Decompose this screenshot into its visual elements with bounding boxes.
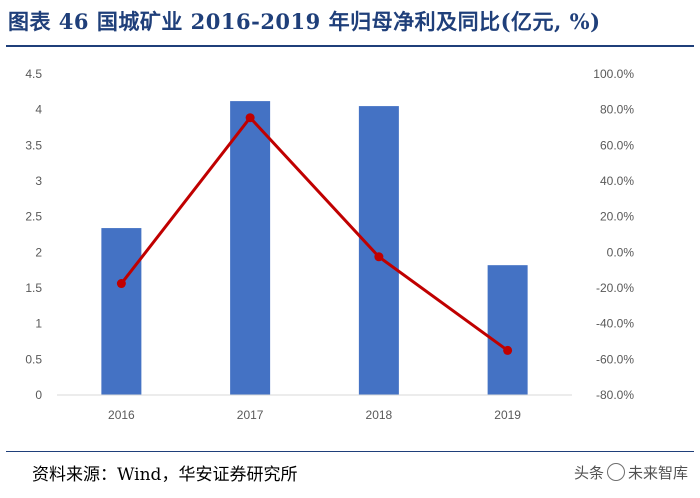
footer-divider bbox=[6, 451, 694, 452]
left-tick-label: 3 bbox=[35, 174, 42, 188]
right-tick-label: 40.0% bbox=[600, 174, 634, 188]
source-note: 资料来源：Wind，华安证券研究所 bbox=[32, 465, 298, 485]
right-tick-label: -60.0% bbox=[596, 352, 634, 366]
yoy-point-2019 bbox=[503, 345, 513, 355]
right-tick-label: 20.0% bbox=[600, 210, 634, 224]
yoy-points bbox=[116, 113, 513, 355]
left-tick-label: 4 bbox=[35, 103, 42, 117]
bar-2019 bbox=[487, 265, 528, 395]
x-axis-ticks: 2016 2017 2018 2019 bbox=[108, 408, 521, 422]
x-tick-label: 2019 bbox=[494, 408, 521, 422]
right-tick-label: -20.0% bbox=[596, 281, 634, 295]
left-tick-label: 0.5 bbox=[25, 352, 42, 366]
right-tick-label: 100.0% bbox=[593, 67, 634, 81]
right-tick-label: 60.0% bbox=[600, 138, 634, 152]
left-axis-ticks: 0 0.5 1 1.5 2 2.5 3 3.5 4 4.5 bbox=[25, 67, 42, 402]
chart: 00.511.522.533.544.5 -80.0%-60.0%-40.0%-… bbox=[25, 67, 634, 422]
watermark-text: 未来智库 bbox=[627, 464, 688, 482]
yoy-line bbox=[120, 116, 509, 352]
right-tick-label: 80.0% bbox=[600, 103, 634, 117]
bar-2018 bbox=[358, 106, 399, 395]
bar-2017 bbox=[230, 101, 271, 396]
left-tick-label: 3.5 bbox=[25, 138, 42, 152]
left-tick-label: 1.5 bbox=[25, 281, 42, 295]
watermark: 头条 未来智库 bbox=[574, 462, 688, 483]
x-tick-label: 2016 bbox=[108, 408, 135, 422]
x-tick-label: 2017 bbox=[237, 408, 264, 422]
right-tick-label: -80.0% bbox=[596, 388, 634, 402]
yoy-point-2017 bbox=[245, 113, 255, 123]
yoy-point-2018 bbox=[374, 252, 384, 262]
x-tick-label: 2018 bbox=[366, 408, 393, 422]
chart-title: 图表 46 国城矿业 2016-2019 年归母净利及同比(亿元, %) bbox=[8, 9, 601, 34]
left-tick-label: 0 bbox=[35, 388, 42, 402]
watermark-prefix: 头条 bbox=[573, 464, 604, 482]
right-tick-label: -40.0% bbox=[596, 317, 634, 331]
bar-series bbox=[101, 101, 528, 396]
title-divider bbox=[6, 45, 694, 47]
left-tick-label: 2 bbox=[35, 245, 42, 259]
right-axis-ticks: -80.0% -60.0% -40.0% -20.0% 0.0% 20.0% 40.0% 60… bbox=[593, 67, 634, 402]
right-tick-label: 0.0% bbox=[607, 245, 635, 259]
left-tick-label: 2.5 bbox=[25, 210, 42, 224]
left-tick-label: 1 bbox=[35, 317, 42, 331]
watermark-logo-icon bbox=[606, 463, 625, 481]
yoy-point-2016 bbox=[116, 279, 126, 289]
left-tick-label: 4.5 bbox=[25, 67, 42, 81]
bar-2016 bbox=[101, 228, 142, 395]
